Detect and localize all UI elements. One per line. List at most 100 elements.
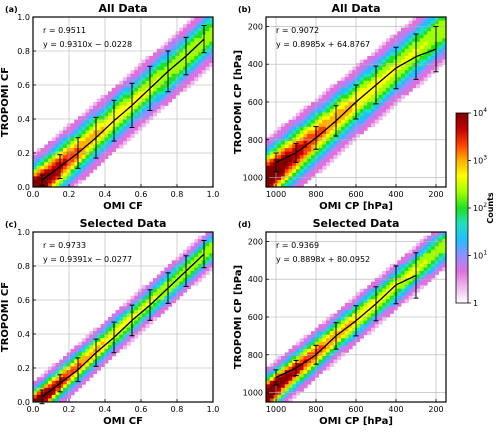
density-cell: [149, 285, 154, 290]
density-cell: [44, 169, 49, 174]
density-cell: [311, 126, 316, 131]
density-cell: [408, 45, 413, 50]
density-cell: [359, 317, 364, 321]
density-cell: [115, 87, 120, 92]
density-cell: [359, 292, 364, 297]
density-cell: [307, 158, 312, 163]
density-cell: [412, 292, 417, 297]
density-cell: [138, 77, 143, 82]
density-cell: [341, 133, 346, 138]
density-cell: [374, 116, 379, 121]
density-cell: [423, 70, 428, 75]
density-cell: [408, 63, 413, 67]
density-cell: [96, 126, 101, 131]
density-cell: [63, 144, 68, 149]
density-cell: [419, 24, 424, 29]
density-cell: [284, 366, 289, 371]
density-cell: [442, 253, 446, 258]
density-cell: [318, 155, 323, 160]
density-cell: [378, 91, 383, 96]
density-cell: [314, 366, 319, 371]
density-cell: [179, 77, 184, 82]
colorbar-tick-base: 10: [473, 204, 483, 213]
density-cell: [367, 105, 372, 110]
density-cell: [85, 165, 90, 170]
density-cell: [201, 55, 206, 60]
density-cell: [303, 151, 308, 156]
density-cell: [296, 172, 301, 177]
density-cell: [389, 102, 394, 106]
density-cell: [36, 387, 41, 392]
density-cell: [401, 91, 406, 96]
density-cell: [431, 263, 436, 268]
density-cell: [111, 313, 116, 318]
density-cell: [318, 140, 323, 145]
density-cell: [171, 73, 176, 78]
density-cell: [269, 133, 274, 138]
density-cell: [303, 334, 308, 339]
density-cell: [359, 288, 364, 293]
error-bar: [165, 50, 171, 93]
density-cell: [194, 66, 199, 71]
density-cell: [412, 63, 417, 67]
error-bar: [183, 255, 189, 287]
density-cell: [59, 398, 64, 402]
density-cell: [382, 317, 387, 321]
density-cell: [367, 66, 372, 71]
density-cell: [134, 116, 139, 121]
density-cell: [341, 94, 346, 99]
density-cell: [78, 172, 83, 177]
density-heatmap: [266, 232, 446, 402]
density-cell: [81, 140, 86, 145]
density-cell: [266, 172, 271, 177]
error-bar: [57, 374, 63, 393]
density-cell: [352, 70, 357, 75]
density-cell: [397, 55, 402, 60]
density-cell: [307, 380, 312, 385]
density-cell: [104, 140, 109, 145]
density-cell: [70, 370, 75, 375]
density-cell: [359, 130, 364, 135]
x-tick-label: 0.4: [99, 405, 112, 414]
density-cell: [194, 253, 199, 258]
density-cell: [412, 20, 417, 25]
density-cell: [149, 70, 154, 75]
density-cell: [273, 391, 278, 396]
density-cell: [307, 176, 312, 181]
density-cell: [348, 84, 353, 89]
density-cell: [164, 41, 169, 46]
density-cell: [333, 102, 338, 106]
density-cell: [374, 70, 379, 75]
density-cell: [63, 387, 68, 392]
density-cell: [442, 24, 446, 29]
density-cell: [438, 246, 443, 251]
density-cell: [292, 394, 297, 399]
density-cell: [311, 155, 316, 160]
density-cell: [96, 144, 101, 149]
density-cell: [277, 363, 282, 367]
density-cell: [186, 70, 191, 75]
density-cell: [314, 327, 319, 332]
density-cell: [419, 249, 424, 254]
density-cell: [359, 324, 364, 329]
density-cell: [307, 109, 312, 114]
density-cell: [40, 398, 45, 402]
density-cell: [367, 63, 372, 67]
density-cell: [419, 278, 424, 282]
density-cell: [326, 144, 331, 149]
density-cell: [168, 70, 173, 75]
density-cell: [296, 119, 301, 124]
colorbar-tick-label: 104: [473, 107, 487, 118]
density-cell: [119, 94, 124, 99]
density-cell: [119, 87, 124, 92]
density-cell: [183, 267, 188, 272]
density-cell: [374, 98, 379, 103]
density-cell: [59, 370, 64, 375]
density-cell: [307, 338, 312, 343]
density-cell: [205, 242, 210, 247]
density-cell: [442, 263, 446, 268]
density-cell: [318, 338, 323, 343]
density-cell: [149, 306, 154, 311]
density-cell: [277, 165, 282, 170]
density-cell: [408, 55, 413, 60]
